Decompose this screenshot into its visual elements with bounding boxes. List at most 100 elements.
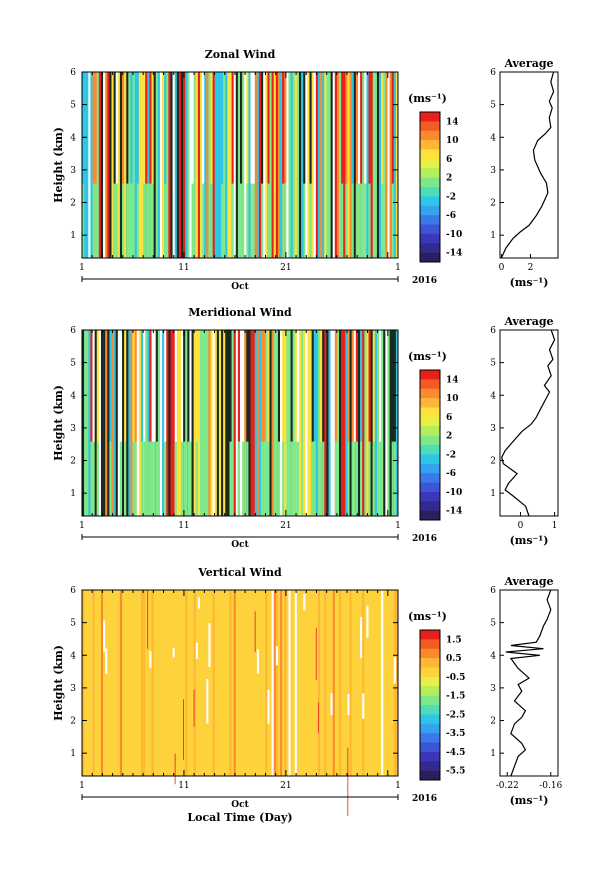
heatmap-lower [126,183,129,258]
colorbar-swatch [420,751,440,762]
heatmap-lower [322,441,325,516]
heatmap-strip [231,330,234,516]
heatmap-lower [119,441,123,516]
heatmap-lower [311,441,315,516]
heatmap-strip [261,590,264,776]
heatmap-strip [288,72,291,258]
average-y-tick-label: 2 [490,457,496,467]
colorbar-frame [419,629,441,781]
plot-frame [81,329,399,517]
heatmap-strip [368,330,371,516]
heatmap-strip [339,330,342,516]
heatmap-strip [202,72,205,258]
heatmap-strip [275,72,279,258]
average-y-tick-label: 3 [490,166,496,176]
heatmap-strip [330,590,333,776]
average-y-tick-label: 2 [490,717,496,727]
heatmap-strip [315,330,319,516]
heatmap-strip [256,72,260,258]
heatmap-strip [288,330,291,516]
heatmap-strip [240,330,243,516]
heatmap-strip [364,590,367,776]
heatmap-strip [364,72,367,258]
heatmap-strip [233,590,237,776]
colorbar-swatch [420,149,440,160]
heatmap-strip [195,72,199,258]
heatmap-strip [233,330,237,516]
colorbar-tick-label: 0.5 [446,654,462,664]
heatmap-strip [94,330,98,516]
heatmap-strip [227,330,230,516]
heatmap-strip [326,330,329,516]
heatmap-strip [157,590,161,776]
heatmap-lower [136,183,140,258]
heatmap-streak [254,611,256,652]
heatmap-strip [155,330,159,516]
heatmap-lower [143,183,146,258]
heatmap-strip [206,72,209,258]
colorbar-tick-label: 2 [446,174,452,184]
heatmap-strip [336,330,340,516]
colorbar-swatch [420,388,440,399]
heatmap-lower [149,183,152,258]
heatmap-strip [244,330,247,516]
y-tick-label: 5 [70,359,76,369]
heatmap-strip [362,330,365,516]
heatmap-strip [244,72,247,258]
average-y-tick-label: 4 [490,651,496,661]
heatmap-strip [360,590,363,776]
colorbar-swatch [420,463,440,474]
heatmap-strip [330,330,333,516]
heatmap-strip [343,330,346,516]
heatmap-lower [288,441,291,516]
colorbar-tick-label: -5.5 [446,767,465,777]
heatmap-lower [290,441,293,516]
heatmap-strip [250,72,253,258]
average-profile: Average 1 2 3 4 5 6 0 2 (ms⁻¹) [490,57,559,289]
heatmap-strip [212,590,216,776]
heatmap-strip [303,72,306,258]
heatmap-strip [90,72,93,258]
heatmap-strip [355,72,359,258]
heatmap-strip [197,72,201,258]
heatmap-strip [130,72,133,258]
heatmap-strip [103,72,106,258]
heatmap-strip [294,590,298,776]
average-profile: Average 1 2 3 4 5 6 -0.22 -0.16 (ms⁻¹) [490,575,562,807]
colorbar-tick-label: 1.5 [446,635,462,645]
heatmap-strip [202,330,205,516]
heatmap-strip [296,72,300,258]
average-frame [499,71,559,259]
heatmap-strip [138,330,142,516]
heatmap-lower [124,441,127,516]
heatmap-strip [246,330,249,516]
x-tick-label: 1 [395,263,401,273]
heatmap-strip [94,72,98,258]
year-label: 2016 [412,534,437,544]
heatmap-strip [303,590,306,776]
heatmap-strip [254,590,258,776]
heatmap-lower [282,183,285,258]
heatmap-strip [199,72,203,258]
heatmap-strip [374,72,378,258]
heatmap-strip [189,330,192,516]
heatmap-strip [250,330,253,516]
heatmap-strip [149,590,152,776]
heatmap-strip [113,330,117,516]
heatmap-lower [355,441,359,516]
heatmap-strip [298,330,302,516]
heatmap-strip [210,330,213,516]
heatmap-strip [119,330,123,516]
heatmap-strip [162,590,165,776]
heatmap-gap [195,642,199,660]
colorbar-swatch [420,112,440,122]
heatmap-lower [261,183,264,258]
heatmap-strip [353,72,357,258]
heatmap-strip [341,590,344,776]
colorbar-tick-label: -14 [446,249,462,259]
heatmap-strip [240,72,243,258]
heatmap-strip [326,72,329,258]
heatmap-strip [339,590,342,776]
average-y-tick-label: 6 [490,68,496,78]
